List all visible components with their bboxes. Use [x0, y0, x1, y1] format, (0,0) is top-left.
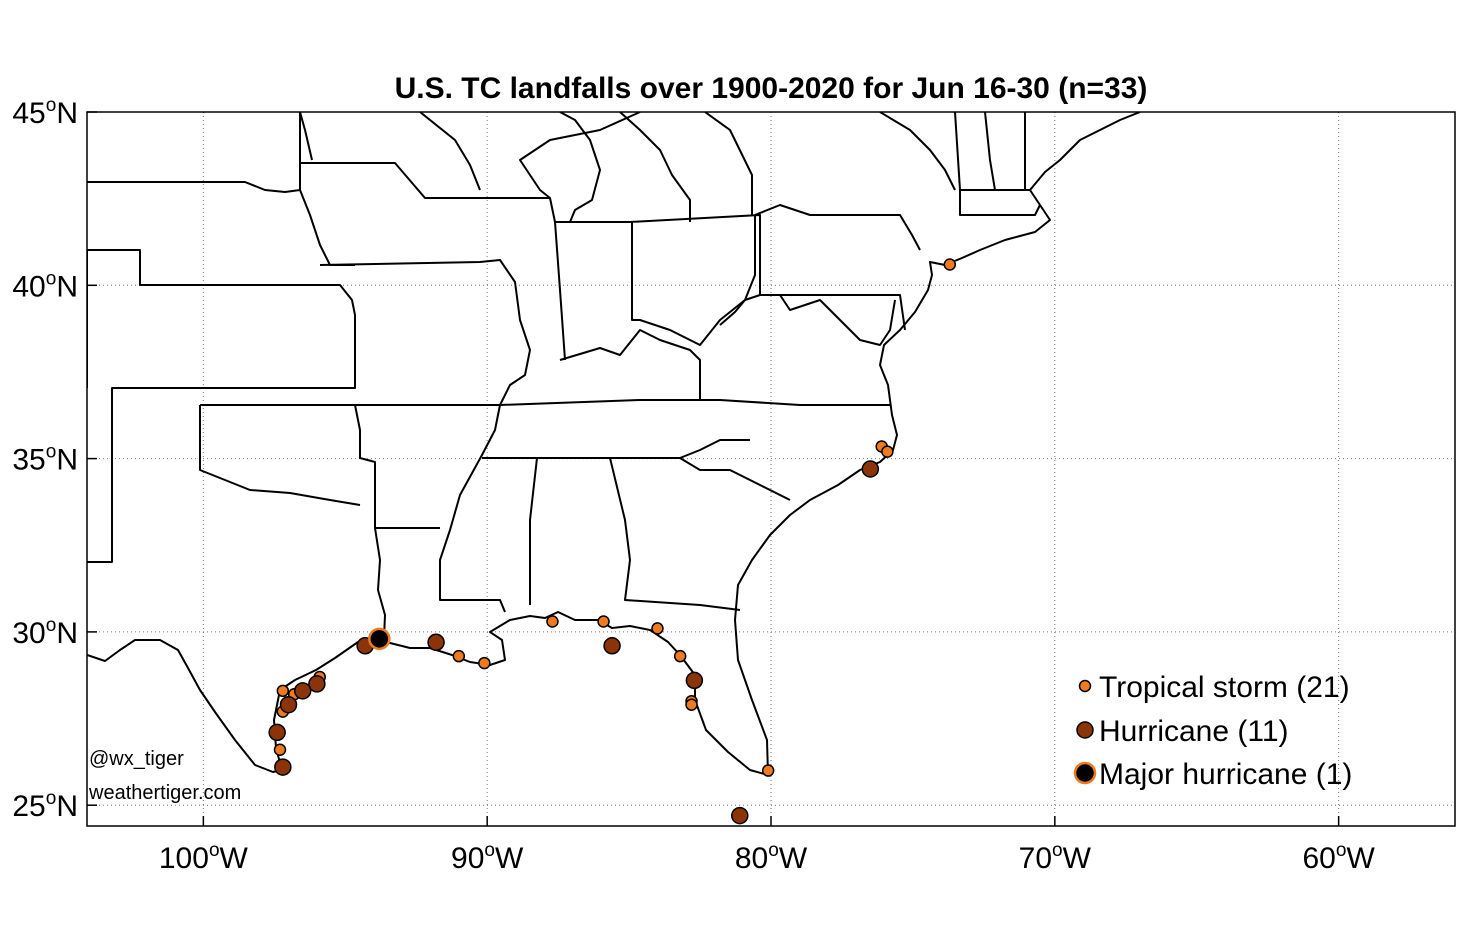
y-tick-number: 35 [12, 444, 45, 477]
x-tick-hemisphere: W [779, 842, 808, 875]
tropical-storm-landfall-point [673, 649, 687, 663]
tropical-storm-landfall-point [881, 445, 894, 458]
y-tick-degree: o [46, 615, 57, 636]
hurricane-landfall-point [268, 723, 286, 742]
y-tick-hemisphere: N [56, 790, 78, 823]
y-tick-degree: o [46, 268, 57, 289]
x-tick-degree: o [1052, 840, 1063, 861]
tropical-storm-landfall-point [276, 684, 290, 698]
tropical-storm-landfall-point [651, 622, 664, 635]
credit-website: weathertiger.com [88, 782, 241, 804]
tropical-storm-landfall-point [943, 258, 957, 271]
y-tick-number: 25 [12, 790, 45, 823]
y-tick-number: 45 [12, 97, 45, 130]
tropical-storm-landfall-point [597, 615, 610, 628]
y-tick-label: 25oN [12, 788, 78, 823]
hurricane-landfall-point [427, 633, 445, 652]
x-tick-number: 90 [451, 842, 484, 875]
tropical-storm-landfall-point [452, 649, 466, 663]
x-tick-hemisphere: W [220, 842, 249, 875]
y-tick-number: 30 [12, 617, 45, 650]
y-tick-label: 30oN [12, 615, 78, 650]
coastlines-and-state-borders [87, 112, 1141, 776]
x-tick-hemisphere: W [1346, 842, 1375, 875]
x-tick-degree: o [768, 840, 779, 861]
x-tick-label: 80oW [735, 840, 808, 875]
x-tick-label: 100oW [159, 840, 249, 875]
legend-marker-major-hurricane [1073, 761, 1097, 785]
y-tick-degree: o [46, 442, 57, 463]
hurricane-landfall-point [685, 671, 704, 690]
x-tick-number: 80 [735, 842, 768, 875]
x-tick-label: 60oW [1302, 840, 1375, 875]
hurricane-landfall-point [308, 675, 326, 693]
tropical-storm-landfall-point [546, 615, 559, 628]
tropical-storm-landfall-point [685, 698, 698, 711]
legend-label-major-hurricane: Major hurricane (1) [1099, 758, 1352, 791]
tropical-storm-landfall-point [761, 764, 775, 777]
hurricane-landfall-point [293, 682, 312, 700]
y-tick-degree: o [46, 788, 57, 809]
hurricane-landfall-point [603, 637, 621, 655]
landfall-points [268, 258, 957, 825]
legend-marker-tropical-storm [1078, 679, 1092, 693]
y-tick-label: 40oN [12, 268, 78, 303]
x-tick-label: 90oW [451, 840, 524, 875]
x-tick-number: 60 [1302, 842, 1335, 875]
y-tick-label: 35oN [12, 442, 78, 477]
major-hurricane-landfall-point [368, 627, 391, 651]
y-tick-hemisphere: N [56, 270, 78, 303]
tropical-storm-landfall-point [273, 743, 287, 756]
hurricane-landfall-point [279, 695, 298, 714]
legend-label-hurricane: Hurricane (11) [1099, 715, 1289, 748]
x-tick-degree: o [1336, 840, 1347, 861]
y-tick-hemisphere: N [56, 444, 78, 477]
x-tick-label: 70oW [1019, 840, 1092, 875]
hurricane-landfall-point [274, 758, 292, 776]
hurricane-landfall-point [731, 806, 749, 825]
map-title: U.S. TC landfalls over 1900-2020 for Jun… [395, 72, 1148, 105]
y-tick-hemisphere: N [56, 97, 78, 130]
x-tick-degree: o [209, 840, 220, 861]
y-tick-label: 45oN [12, 95, 78, 130]
x-tick-degree: o [484, 840, 495, 861]
x-tick-hemisphere: W [495, 842, 524, 875]
y-tick-hemisphere: N [56, 617, 78, 650]
y-tick-number: 40 [12, 270, 45, 303]
credit-handle: @wx_tiger [89, 748, 184, 770]
hurricane-landfall-point [861, 460, 880, 478]
legend: Tropical storm (21) Hurricane (11) Major… [1073, 671, 1352, 791]
x-tick-number: 100 [159, 842, 209, 875]
tropical-storm-landfall-point [478, 656, 491, 670]
longitude-ticks: 100oW 90oW 80oW 70oW 60oW [159, 816, 1375, 875]
legend-marker-hurricane [1076, 721, 1094, 739]
y-tick-degree: o [46, 95, 57, 116]
x-tick-number: 70 [1019, 842, 1052, 875]
x-tick-hemisphere: W [1063, 842, 1092, 875]
legend-label-tropical-storm: Tropical storm (21) [1099, 671, 1350, 704]
